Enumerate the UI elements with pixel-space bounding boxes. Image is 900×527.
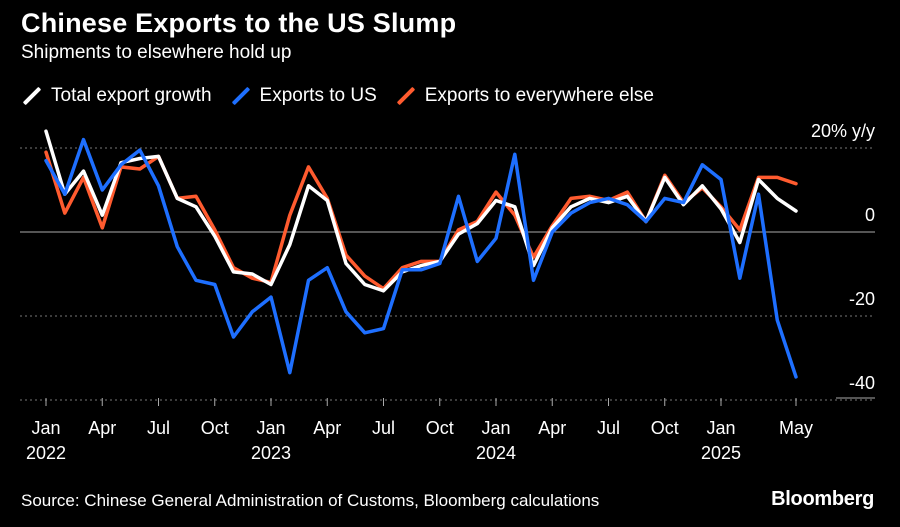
x-tick-label: Jan [481, 418, 510, 438]
x-tick-label: Jul [372, 418, 395, 438]
chart-subtitle: Shipments to elsewhere hold up [21, 42, 292, 63]
x-tick-label: Apr [88, 418, 116, 438]
legend-label-us: Exports to US [259, 85, 377, 106]
legend-item-us: Exports to US [230, 85, 377, 107]
x-tick-label: Apr [538, 418, 566, 438]
series-line-us [44, 137, 798, 379]
x-tick-label: Oct [651, 418, 679, 438]
y-tick-label: -40 [849, 373, 875, 393]
y-tick-label: 0 [865, 205, 875, 225]
legend-label-elsewhere: Exports to everywhere else [424, 85, 654, 106]
x-tick-label: Oct [426, 418, 454, 438]
x-tick-label: Jan [256, 418, 285, 438]
x-tick-label: Apr [313, 418, 341, 438]
legend: Total export growth Exports to US Export… [21, 85, 654, 107]
source-note: Source: Chinese General Administration o… [21, 491, 600, 510]
y-tick-label: -20 [849, 289, 875, 309]
x-tick-label: Jan [31, 418, 60, 438]
y-tick-label: 20% y/y [811, 121, 875, 141]
legend-label-total: Total export growth [51, 85, 212, 106]
x-tick-label: Jan [706, 418, 735, 438]
x-tick-label: Jul [597, 418, 620, 438]
x-tick-label: Oct [201, 418, 229, 438]
chart-title: Chinese Exports to the US Slump [21, 8, 457, 38]
series-line-total [44, 129, 798, 293]
x-tick-year-label: 2024 [476, 443, 516, 463]
x-tick-year-label: 2022 [26, 443, 66, 463]
x-tick-label: Jul [147, 418, 170, 438]
legend-item-elsewhere: Exports to everywhere else [395, 85, 654, 107]
brand-logo: Bloomberg [771, 488, 874, 510]
x-tick-year-label: 2023 [251, 443, 291, 463]
x-tick-year-label: 2025 [701, 443, 741, 463]
x-tick-label: May [779, 418, 813, 438]
legend-item-total: Total export growth [21, 85, 212, 107]
